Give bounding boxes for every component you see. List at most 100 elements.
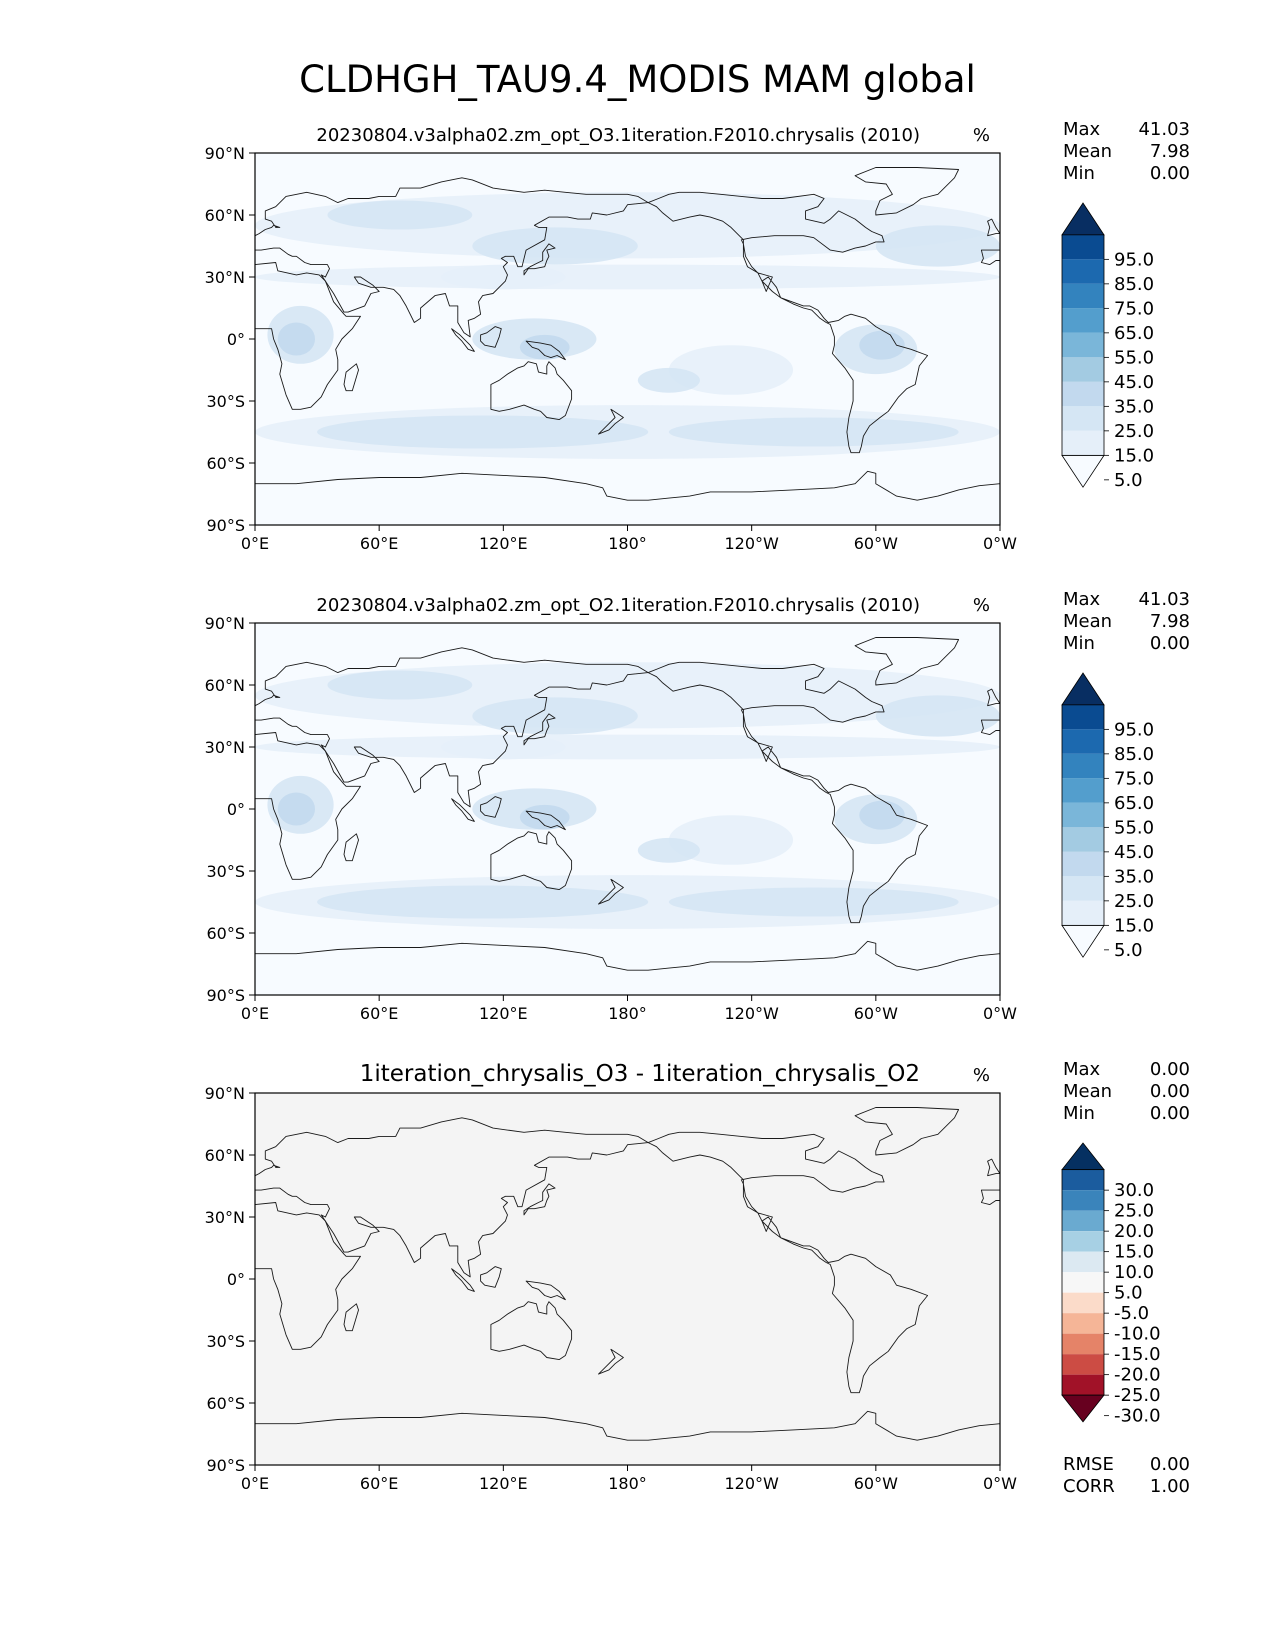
- coastline-japan: [523, 243, 556, 276]
- colorbar-bin: [1062, 1190, 1104, 1211]
- colorbar-tick-label: 55.0: [1114, 347, 1154, 368]
- x-tick-label: 0°W: [983, 1004, 1017, 1023]
- colorbar-tick-label: 95.0: [1114, 249, 1154, 270]
- y-tick-label: 90°N: [205, 614, 245, 633]
- map-field-background: [255, 1093, 1000, 1465]
- contour-region-2: [255, 264, 1000, 290]
- colorbar-bin: [1062, 406, 1104, 431]
- colorbar-bin: [1062, 430, 1104, 456]
- coastline-madagascar: [343, 363, 359, 392]
- colorbar-tick-label: 15.0: [1114, 1242, 1154, 1263]
- coastline-greenland: [854, 637, 960, 686]
- coastline-north-america: [980, 231, 1001, 266]
- y-tick-label: 90°S: [206, 1456, 245, 1475]
- colorbar-tick-label: -5.0: [1114, 1303, 1149, 1324]
- x-tick-label: 120°W: [724, 534, 779, 553]
- stat-value-max: 41.03: [1138, 589, 1190, 610]
- coastline-americas: [647, 661, 929, 924]
- coastline-madagascar: [343, 833, 359, 862]
- colorbar-tick-label: 45.0: [1114, 842, 1154, 863]
- colorbar-extend-bottom: [1061, 454, 1105, 488]
- x-tick-label: 180°: [608, 1474, 647, 1493]
- colorbar-tick-label: 85.0: [1114, 274, 1154, 295]
- colorbar-bin: [1062, 827, 1104, 852]
- colorbar-bin: [1062, 259, 1104, 284]
- y-tick-label: 0°: [227, 330, 245, 349]
- y-tick-label: 60°N: [205, 1146, 245, 1165]
- y-tick-label: 90°N: [205, 144, 245, 163]
- stat-value-rmse: 0.00: [1150, 1454, 1190, 1475]
- y-tick-label: 60°N: [205, 676, 245, 695]
- colorbar-extend-bottom: [1061, 924, 1105, 958]
- colorbar-bin: [1062, 381, 1104, 407]
- panel-model-o3: 20230804.v3alpha02.zm_opt_O3.1iteration.…: [205, 119, 1190, 553]
- x-tick-label: 0°E: [241, 534, 269, 553]
- units-label: %: [973, 125, 990, 146]
- contour-region-5: [875, 695, 1000, 737]
- y-tick-label: 30°N: [205, 1208, 245, 1227]
- colorbar-tick-label: 10.0: [1114, 1262, 1154, 1283]
- stat-value-mean: 7.98: [1150, 141, 1190, 162]
- colorbar-bin: [1062, 1231, 1104, 1252]
- y-tick-label: 60°S: [206, 924, 245, 943]
- colorbar-tick-label: -10.0: [1114, 1324, 1161, 1345]
- coastline-uk: [987, 218, 1001, 237]
- x-tick-label: 120°E: [479, 1004, 528, 1023]
- colorbar-bin: [1062, 1210, 1104, 1232]
- colorbar-tick-label: 15.0: [1114, 915, 1154, 936]
- x-tick-label: 60°E: [360, 534, 398, 553]
- colorbar-tick-label: 25.0: [1114, 891, 1154, 912]
- stat-value-corr: 1.00: [1150, 1476, 1190, 1497]
- coastline-australia: [490, 831, 573, 891]
- colorbar-tick-label: -15.0: [1114, 1344, 1161, 1365]
- stat-label-min: Min: [1063, 163, 1095, 184]
- colorbar-tick-label: 15.0: [1114, 445, 1154, 466]
- x-tick-label: 180°: [608, 1004, 647, 1023]
- panel-title: 20230804.v3alpha02.zm_opt_O3.1iteration.…: [316, 125, 920, 146]
- y-tick-label: 90°S: [206, 986, 245, 1005]
- x-tick-label: 120°E: [479, 534, 528, 553]
- contour-region-2: [255, 734, 1000, 760]
- panel-title: 20230804.v3alpha02.zm_opt_O2.1iteration.…: [316, 595, 920, 616]
- coastline-antarctica: [254, 470, 1001, 526]
- coastline-sumatra-borneo: [451, 798, 475, 822]
- units-label: %: [973, 595, 990, 616]
- figure-title: CLDHGH_TAU9.4_MODIS MAM global: [299, 58, 976, 101]
- coastline-africa: [254, 732, 361, 880]
- colorbar-tick-label: -20.0: [1114, 1365, 1161, 1386]
- colorbar-frame: [1061, 704, 1105, 926]
- coastline-greenland: [854, 167, 960, 216]
- colorbar-tick-label: -25.0: [1114, 1385, 1161, 1406]
- colorbar-tick-label: 5.0: [1114, 1283, 1143, 1304]
- colorbar-bin: [1062, 1272, 1104, 1293]
- contour-region-4: [327, 200, 473, 230]
- x-tick-label: 0°W: [983, 534, 1017, 553]
- coastline-greenland: [854, 1107, 960, 1156]
- stat-label-max: Max: [1063, 589, 1101, 610]
- coastline-europe-asia: [254, 1117, 649, 1278]
- colorbar-extend-top: [1061, 202, 1105, 236]
- y-tick-label: 0°: [227, 1270, 245, 1289]
- coastline-new-zealand: [598, 878, 624, 905]
- contour-region-16: [637, 837, 700, 863]
- contour-region-3: [472, 227, 638, 265]
- colorbar-frame: [1061, 234, 1105, 456]
- contour-region-12: [317, 415, 649, 449]
- stat-value-min: 0.00: [1150, 1103, 1190, 1124]
- colorbar-bin: [1062, 308, 1104, 333]
- stat-value-max: 41.03: [1138, 119, 1190, 140]
- contour-region-12: [317, 885, 649, 919]
- y-tick-label: 60°S: [206, 454, 245, 473]
- colorbar-bin: [1062, 778, 1104, 803]
- coastline-antarctica: [254, 1410, 1001, 1466]
- contour-region-15: [441, 734, 566, 760]
- contour-region-16: [637, 367, 700, 393]
- contour-region-7: [277, 322, 316, 356]
- stat-value-mean: 0.00: [1150, 1081, 1190, 1102]
- y-tick-label: 30°N: [205, 738, 245, 757]
- x-tick-label: 0°E: [241, 1474, 269, 1493]
- colorbar-tick-label: 95.0: [1114, 719, 1154, 740]
- contour-region-15: [441, 264, 566, 290]
- colorbar-tick-label: 65.0: [1114, 323, 1154, 344]
- coastline-new-zealand: [598, 408, 624, 435]
